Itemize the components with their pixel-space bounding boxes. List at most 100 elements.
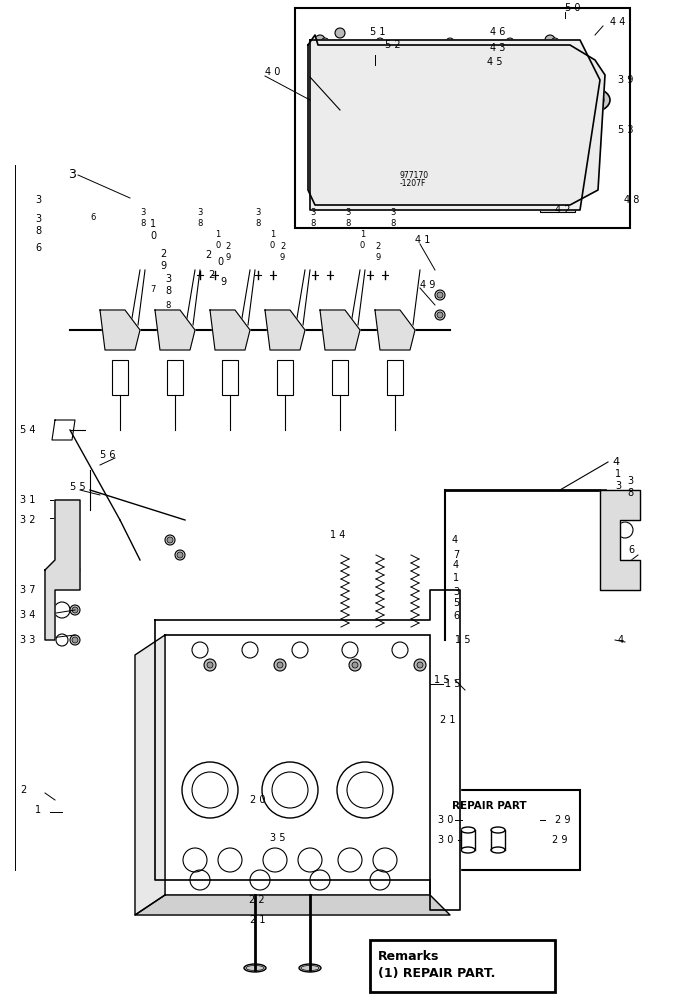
Circle shape (617, 567, 623, 573)
Circle shape (70, 635, 80, 645)
Text: 6: 6 (90, 214, 95, 223)
Text: 3 3: 3 3 (20, 635, 36, 645)
Text: 4: 4 (618, 635, 624, 645)
Bar (387, 360, 403, 395)
Text: 4 6: 4 6 (490, 27, 505, 37)
Text: 2
9: 2 9 (225, 242, 231, 262)
Polygon shape (45, 500, 80, 640)
Circle shape (335, 28, 345, 38)
Bar (165, 635, 430, 895)
Circle shape (349, 659, 361, 671)
Text: 2 1: 2 1 (440, 715, 456, 725)
Bar (530, 175, 570, 197)
Text: Remarks: Remarks (378, 950, 439, 962)
Circle shape (58, 551, 66, 559)
Bar (295, 8, 630, 228)
Circle shape (277, 662, 283, 668)
Polygon shape (155, 590, 460, 910)
Circle shape (376, 38, 384, 46)
Text: 1 5: 1 5 (455, 635, 471, 645)
Text: 2 0: 2 0 (250, 795, 265, 805)
Circle shape (605, 550, 615, 560)
Bar (432, 790, 580, 870)
Text: 8: 8 (165, 300, 170, 310)
Circle shape (72, 607, 78, 613)
Bar (112, 360, 128, 395)
Bar (540, 192, 575, 212)
Text: 2 9: 2 9 (555, 815, 570, 825)
Text: 3
8: 3 8 (197, 208, 202, 228)
Circle shape (177, 552, 183, 558)
Circle shape (165, 535, 175, 545)
Polygon shape (155, 310, 195, 350)
Text: 6: 6 (453, 611, 459, 621)
Text: 3: 3 (453, 587, 459, 597)
Circle shape (417, 662, 423, 668)
Text: -1207F: -1207F (400, 178, 426, 188)
Text: 5 3: 5 3 (618, 125, 633, 135)
Text: 3 4: 3 4 (20, 610, 36, 620)
Circle shape (414, 659, 426, 671)
Text: 1
0: 1 0 (270, 230, 275, 250)
Polygon shape (265, 310, 305, 350)
Circle shape (506, 38, 514, 46)
Polygon shape (308, 35, 605, 205)
Text: 7: 7 (453, 550, 459, 560)
Bar (370, 940, 555, 992)
Circle shape (615, 565, 625, 575)
Text: 5 5: 5 5 (70, 482, 86, 492)
Text: 3 1: 3 1 (20, 495, 36, 505)
Text: 2
9: 2 9 (375, 242, 380, 262)
Text: 5 4: 5 4 (20, 425, 36, 435)
Text: 3
8: 3 8 (140, 208, 146, 228)
Circle shape (274, 659, 286, 671)
Text: 1 5: 1 5 (445, 679, 460, 689)
Circle shape (315, 35, 325, 45)
Text: (1) REPAIR PART.: (1) REPAIR PART. (378, 968, 495, 980)
Circle shape (70, 605, 80, 615)
Text: 1 5: 1 5 (434, 675, 449, 685)
Polygon shape (320, 310, 360, 350)
Bar (222, 360, 238, 395)
Bar (277, 360, 293, 395)
Text: 4: 4 (452, 535, 458, 545)
Text: 2 2: 2 2 (250, 895, 265, 905)
Text: 3 7: 3 7 (20, 585, 36, 595)
Text: 6: 6 (35, 243, 41, 253)
Text: 6: 6 (628, 545, 634, 555)
Circle shape (607, 552, 613, 558)
Text: 2: 2 (20, 785, 26, 795)
Text: 3
8: 3 8 (165, 274, 171, 296)
Text: 3 0: 3 0 (438, 835, 453, 845)
Text: 5 1: 5 1 (370, 27, 386, 37)
Text: 4 3: 4 3 (490, 43, 505, 53)
Circle shape (437, 312, 443, 318)
Circle shape (70, 565, 80, 575)
Circle shape (435, 310, 445, 320)
Circle shape (551, 38, 559, 46)
Text: REPAIR PART: REPAIR PART (452, 801, 527, 811)
Text: 4 2: 4 2 (555, 205, 570, 215)
Polygon shape (375, 310, 415, 350)
Text: 3 0: 3 0 (438, 815, 453, 825)
Text: 3
8: 3 8 (627, 476, 633, 498)
Polygon shape (210, 310, 250, 350)
Circle shape (622, 507, 628, 513)
Polygon shape (52, 420, 75, 440)
Text: 2
9: 2 9 (160, 249, 166, 271)
Bar (332, 360, 348, 395)
Text: 3
8: 3 8 (35, 214, 41, 236)
Text: 3: 3 (35, 195, 41, 205)
Text: 5 6: 5 6 (100, 450, 116, 460)
Text: 4: 4 (453, 560, 459, 570)
Text: 1 4: 1 4 (330, 530, 345, 540)
Text: 4 1: 4 1 (415, 235, 430, 245)
Circle shape (54, 602, 70, 618)
Text: 1
3: 1 3 (615, 469, 621, 491)
Polygon shape (135, 895, 450, 915)
Circle shape (435, 290, 445, 300)
Text: 4 4: 4 4 (610, 17, 625, 27)
Text: 2
9: 2 9 (280, 242, 285, 262)
Ellipse shape (570, 88, 610, 112)
Text: 2 9: 2 9 (552, 835, 568, 845)
